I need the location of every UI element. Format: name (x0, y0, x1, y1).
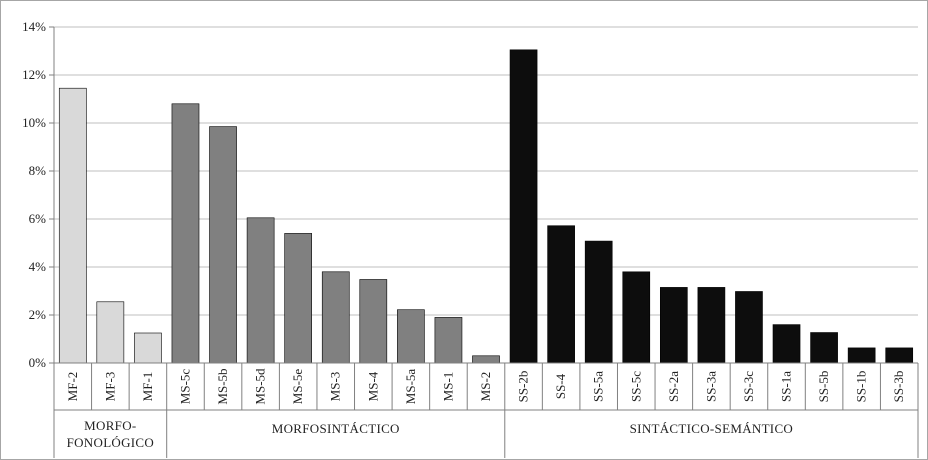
bar-ms-5d (246, 217, 275, 364)
y-tick-label: 14% (22, 19, 46, 34)
category-label: SS-1b (854, 371, 869, 403)
category-label: MF-3 (102, 372, 117, 402)
bar-ss-5c (622, 271, 651, 364)
category-label: MS-5b (215, 368, 230, 404)
y-tick-label: 0% (29, 355, 47, 370)
bar-ss-3a (697, 287, 726, 364)
category-label: SS-5a (591, 371, 606, 402)
category-label: MS-5e (290, 369, 305, 405)
y-tick-label: 6% (29, 211, 47, 226)
category-label: MS-5a (403, 369, 418, 405)
bar-ss-2a (659, 287, 688, 364)
bar-ss-1b (847, 347, 876, 364)
bar-ms-3 (321, 271, 350, 364)
bar-mf-2 (58, 87, 87, 364)
category-label: MS-3 (328, 372, 343, 402)
bar-ss-5b (810, 332, 838, 364)
bar-ss-3b (885, 347, 914, 364)
group-label: MORFO- (84, 418, 136, 433)
bar-ms-4 (359, 279, 388, 364)
category-label: SS-3c (741, 371, 756, 402)
category-label: SS-5c (628, 371, 643, 402)
category-label: MF-1 (140, 372, 155, 402)
bar-ss-1a (772, 324, 801, 364)
labels: 0% 2% 4% 6% 8% 10% 12% 14% MF-2 MF-3 MF-1 MS-5c MS-5… (22, 19, 906, 450)
bar-ms-1 (434, 317, 463, 364)
bar-ms-5b (209, 126, 237, 364)
category-label: MS-1 (440, 372, 455, 402)
bars (58, 49, 914, 364)
category-label: SS-3b (891, 371, 906, 403)
group-label: FONOLÓGICO (67, 435, 155, 450)
category-label: SS-1a (779, 371, 794, 402)
category-label: MS-4 (365, 371, 380, 401)
bar-ss-4 (547, 225, 575, 364)
bar-ms-5a (397, 309, 425, 364)
category-label: SS-2b (516, 371, 531, 403)
group-label: MORFOSINTÁCTICO (272, 421, 400, 436)
bar-ms-2 (472, 355, 500, 364)
category-label: SS-2a (666, 371, 681, 402)
y-tick-label: 10% (22, 115, 46, 130)
category-label: SS-5b (816, 371, 831, 403)
category-label: MS-5d (253, 368, 268, 405)
bar-ss-2b (509, 49, 538, 364)
category-label: MS-2 (478, 372, 493, 402)
bar-mf-1 (134, 332, 162, 364)
bar-ss-5a (584, 240, 613, 364)
bar-ms-5e (284, 233, 312, 364)
y-tick-label: 2% (29, 307, 47, 322)
bar-ms-5c (171, 103, 200, 364)
bar-ss-3c (735, 291, 763, 364)
category-label: MF-2 (65, 372, 80, 402)
category-label: SS-3a (703, 371, 718, 402)
category-label: MS-5c (177, 369, 192, 405)
y-tick-label: 8% (29, 163, 47, 178)
axes (49, 26, 919, 458)
group-label: SINTÁCTICO-SEMÁNTICO (630, 421, 793, 436)
y-tick-label: 12% (22, 67, 46, 82)
y-tick-label: 4% (29, 259, 47, 274)
category-label: SS-4 (553, 373, 568, 399)
bar-mf-3 (96, 301, 125, 364)
